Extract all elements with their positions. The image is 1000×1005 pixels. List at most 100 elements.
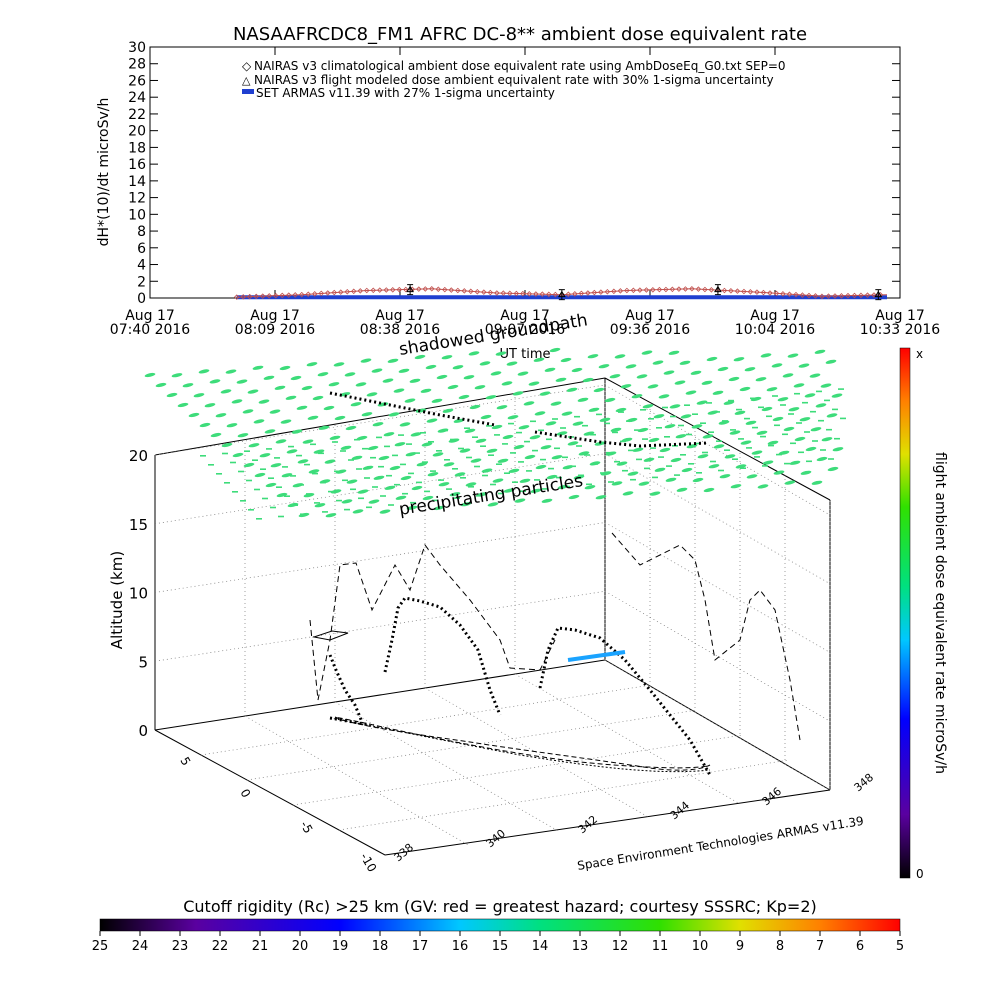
particle-dash [630,478,636,481]
climatological-point [396,286,403,293]
particle-dash [276,486,282,488]
particle-dash [788,413,794,415]
bottom-tick-label: 12 [612,939,629,954]
particle-marker [171,373,183,378]
particle-dash [662,406,668,409]
armas-flight-segment [567,650,626,662]
climatological-point [442,286,448,293]
climatological-point [448,287,455,293]
particle-dash [416,481,422,484]
particle-dash [406,443,412,445]
particle-marker [668,350,680,355]
particle-marker [544,367,556,372]
particle-marker [555,377,567,382]
particle-dash [408,472,414,475]
climatological-point [344,288,351,295]
particle-marker [702,434,714,439]
particle-dash [344,508,350,511]
particle-marker [804,393,816,398]
climatological-point [331,289,338,296]
climatological-point [864,292,871,298]
x-tick-time: 10:33 2016 [860,322,941,338]
particle-dash [356,468,362,470]
climatological-point [377,287,383,293]
particle-dash [642,438,648,440]
particle-marker [696,400,708,405]
particle-dash [348,459,354,461]
particle-dash [450,438,456,441]
climatological-point [650,287,656,293]
particle-dash [804,431,810,433]
x-tick-time: 07:40 2016 [110,322,191,338]
particle-marker [549,347,561,353]
particle-marker [264,429,276,434]
particle-dash [366,506,372,509]
particle-dash [746,447,752,449]
particle-dash [702,451,708,454]
particle-marker [438,482,450,487]
bottom-colorbar-gradient [99,918,901,932]
particle-marker [497,458,509,463]
particle-marker [659,447,671,453]
particle-dash [466,456,472,459]
particle-marker [595,495,607,500]
legend-label: NAIRAS v3 flight modeled dose ambient eq… [254,73,774,87]
climatological-point [422,286,429,292]
y-tick-label: 12 [128,191,146,207]
particle-dash [254,488,260,491]
particle-dash [820,449,826,451]
flight-altitude-trace [328,391,712,776]
particle-marker [481,468,493,473]
particle-marker [204,403,216,408]
climatological-point [403,286,409,293]
particle-marker [692,477,704,483]
particle-marker [362,465,374,470]
climatological-point [760,289,767,296]
particle-dash [376,436,382,439]
particle-dash [694,442,700,445]
particle-marker [301,385,313,391]
climatological-point [494,290,500,296]
particle-marker [449,492,461,497]
particle-marker [501,381,513,386]
particle-marker [431,398,443,403]
particle-dash [358,497,364,500]
particle-dash [420,432,426,434]
particle-dash [454,497,460,499]
particle-dash [318,452,324,455]
bottom-tick-label: 8 [776,939,784,954]
altitude-axis: 0 5 10 15 20 [129,447,148,740]
particle-dash [728,399,734,402]
y-tick-label: 20 [128,124,146,140]
latitude-axis: 5 0 -5 -10 [177,755,379,875]
bottom-tick-label: 10 [692,939,709,954]
particle-marker [258,399,270,404]
particle-marker [281,473,293,478]
climatological-point [292,292,298,298]
particle-dash [464,427,470,429]
particle-marker [346,479,358,484]
particle-marker [728,376,740,382]
particle-marker [459,448,471,453]
particle-marker [290,375,302,381]
particle-marker [638,481,650,486]
climatological-point [858,292,864,299]
climatological-point [585,290,591,296]
particle-dash [656,427,662,429]
particle-marker [166,392,178,398]
particle-dash [410,501,416,504]
particle-marker [811,480,823,485]
particle-marker [679,360,691,365]
particle-dash [552,418,558,420]
climatological-point [552,291,559,298]
particle-dash [564,485,570,488]
particle-dash [760,435,766,438]
particle-marker [533,357,545,362]
particle-marker [614,354,626,359]
particle-marker [604,397,616,403]
particle-dash [670,415,676,418]
particle-marker [615,407,627,413]
particle-marker [664,424,676,429]
chart-title: NASAAFRCDC8_FM1 AFRC DC-8** ambient dose… [233,24,807,45]
particle-dash [774,424,780,427]
